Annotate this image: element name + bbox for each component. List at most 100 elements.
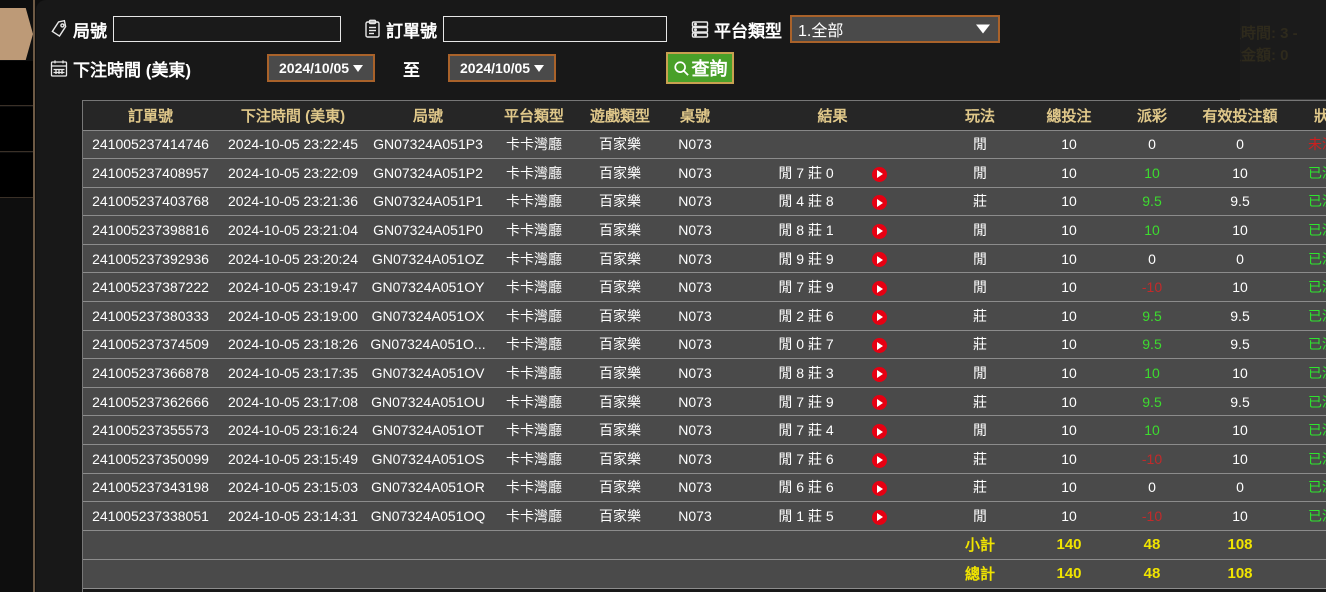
- result-text: 閒 0 莊 7: [778, 336, 834, 353]
- table-row[interactable]: 241005237338051 2024-10-05 23:14:31 GN0732…: [83, 501, 1326, 531]
- col-header-status[interactable]: 狀態: [1289, 101, 1326, 131]
- table-row[interactable]: 241005237343198 2024-10-05 23:15:03 GN0732…: [83, 473, 1326, 503]
- date-range-separator-label: 至: [403, 60, 421, 80]
- table-row[interactable]: 241005237350099 2024-10-05 23:15:49 GN0732…: [83, 444, 1326, 474]
- col-header-result[interactable]: 結果: [730, 101, 935, 131]
- date-to-value: 2024/10/05: [460, 60, 531, 76]
- cell-bet-time: [218, 530, 368, 560]
- col-header-payout[interactable]: 派彩: [1113, 101, 1191, 131]
- cell-table-no: N073: [660, 301, 730, 331]
- play-video-icon[interactable]: [871, 223, 887, 239]
- cell-platform-type: 卡卡灣廳: [488, 301, 580, 331]
- cell-table-no: N073: [660, 358, 730, 388]
- cell-order-no: 241005237403768: [83, 187, 218, 217]
- play-video-icon[interactable]: [871, 309, 887, 325]
- cell-round-no: GN07324A051OR: [368, 473, 488, 503]
- cell-game-type: [580, 559, 660, 589]
- status-badge-label: 已派彩: [1308, 479, 1326, 496]
- play-video-icon[interactable]: [871, 424, 887, 440]
- play-video-icon[interactable]: [871, 166, 887, 182]
- table-row[interactable]: 241005237414746 2024-10-05 23:22:45 GN0732…: [83, 130, 1326, 160]
- bet-records-table: 訂單號 下注時間 (美東) 局號 平台類型 遊戲類型 桌號 結果 玩法 總投注 …: [83, 101, 1326, 589]
- col-header-valid-bet[interactable]: 有效投注額: [1191, 101, 1289, 131]
- col-header-game-type[interactable]: 遊戲類型: [580, 101, 660, 131]
- cell-round-no: GN07324A051OZ: [368, 244, 488, 274]
- table-row[interactable]: 241005237374509 2024-10-05 23:18:26 GN0732…: [83, 330, 1326, 360]
- play-video-icon[interactable]: [871, 509, 887, 525]
- order-input[interactable]: [443, 16, 667, 42]
- cell-valid-bet: 10: [1191, 272, 1289, 303]
- play-video-icon[interactable]: [871, 338, 887, 354]
- col-header-play-type[interactable]: 玩法: [935, 101, 1025, 131]
- cell-table-no: N073: [660, 187, 730, 217]
- table-row[interactable]: 241005237366878 2024-10-05 23:17:35 GN0732…: [83, 358, 1326, 388]
- bet-records-table-container[interactable]: 訂單號 下注時間 (美東) 局號 平台類型 遊戲類型 桌號 結果 玩法 總投注 …: [82, 100, 1326, 592]
- table-row[interactable]: 241005237398816 2024-10-05 23:21:04 GN0732…: [83, 215, 1326, 245]
- cell-result: 閒 6 莊 6: [730, 473, 935, 503]
- status-badge: 已派彩: [1289, 444, 1326, 474]
- round-input[interactable]: [113, 16, 341, 42]
- cell-round-no: GN07324A051OX: [368, 301, 488, 331]
- play-triangle-icon: [877, 398, 884, 407]
- col-header-round[interactable]: 局號: [368, 101, 488, 131]
- table-body: 241005237414746 2024-10-05 23:22:45 GN0732…: [83, 130, 1326, 589]
- col-header-table-no[interactable]: 桌號: [660, 101, 730, 131]
- platform-type-select[interactable]: 1.全部: [790, 15, 1000, 43]
- cell-table-no: N073: [660, 444, 730, 474]
- table-row[interactable]: 241005237362666 2024-10-05 23:17:08 GN0732…: [83, 387, 1326, 417]
- search-icon: [673, 60, 690, 77]
- filter-row-bottom: 下注時間 (美東) 2024/10/05 至 2024/10/05: [48, 48, 1326, 88]
- rail-item-3[interactable]: [0, 153, 33, 198]
- col-header-platform[interactable]: 平台類型: [488, 101, 580, 131]
- date-to-input[interactable]: 2024/10/05: [448, 54, 557, 82]
- table-row[interactable]: 241005237380333 2024-10-05 23:19:00 GN0732…: [83, 301, 1326, 331]
- table-row[interactable]: 241005237392936 2024-10-05 23:20:24 GN0732…: [83, 244, 1326, 274]
- date-from-input[interactable]: 2024/10/05: [267, 54, 376, 82]
- play-video-icon[interactable]: [871, 481, 887, 497]
- rail-item-1[interactable]: [0, 61, 33, 106]
- cell-payout: 9.5: [1113, 187, 1191, 217]
- cell-result: 閒 7 莊 6: [730, 444, 935, 474]
- result-text: 閒 7 莊 6: [778, 450, 834, 467]
- col-header-total-bet[interactable]: 總投注: [1025, 101, 1113, 131]
- play-video-icon[interactable]: [871, 366, 887, 382]
- table-row[interactable]: 241005237387222 2024-10-05 23:19:47 GN0732…: [83, 272, 1326, 303]
- table-row[interactable]: 241005237355573 2024-10-05 23:16:24 GN0732…: [83, 415, 1326, 446]
- cell-result: [730, 559, 935, 589]
- cell-bet-time: 2024-10-05 23:17:08: [218, 387, 368, 417]
- col-header-order[interactable]: 訂單號: [83, 101, 218, 131]
- cell-game-type: [580, 530, 660, 560]
- status-badge-label: 已派彩: [1308, 250, 1326, 267]
- play-video-icon[interactable]: [871, 195, 887, 211]
- cell-play-type: 莊: [935, 301, 1025, 331]
- cell-play-type: 莊: [935, 387, 1025, 417]
- rail-item-2[interactable]: [0, 107, 33, 152]
- subtotal-row-valid-bet: 108: [1191, 530, 1289, 560]
- total-row-status: [1289, 559, 1326, 589]
- cell-table-no: N073: [660, 330, 730, 360]
- play-video-icon[interactable]: [871, 252, 887, 268]
- result-text: 閒 8 莊 3: [778, 365, 834, 382]
- total-row-label: 總計: [935, 559, 1025, 589]
- cell-order-no: 241005237355573: [83, 415, 218, 446]
- play-video-icon[interactable]: [871, 395, 887, 411]
- clipboard-icon: [361, 18, 383, 40]
- cell-bet-time: 2024-10-05 23:17:35: [218, 358, 368, 388]
- table-row[interactable]: 241005237408957 2024-10-05 23:22:09 GN0732…: [83, 158, 1326, 188]
- play-video-icon[interactable]: [871, 281, 887, 297]
- status-badge: 已派彩: [1289, 272, 1326, 303]
- rail-bookmark-tab[interactable]: [0, 8, 33, 60]
- play-triangle-icon: [877, 227, 884, 236]
- status-badge: 已派彩: [1289, 244, 1326, 274]
- cell-platform-type: 卡卡灣廳: [488, 215, 580, 245]
- table-row[interactable]: 241005237403768 2024-10-05 23:21:36 GN0732…: [83, 187, 1326, 217]
- col-header-bet-time[interactable]: 下注時間 (美東): [218, 101, 368, 131]
- play-video-icon[interactable]: [871, 452, 887, 468]
- cell-payout: 10: [1113, 415, 1191, 446]
- search-button[interactable]: 查詢: [666, 52, 735, 84]
- cell-game-type: 百家樂: [580, 244, 660, 274]
- cell-valid-bet: 9.5: [1191, 301, 1289, 331]
- cell-payout: 10: [1113, 215, 1191, 245]
- cell-game-type: 百家樂: [580, 272, 660, 303]
- cell-bet-time: 2024-10-05 23:22:09: [218, 158, 368, 188]
